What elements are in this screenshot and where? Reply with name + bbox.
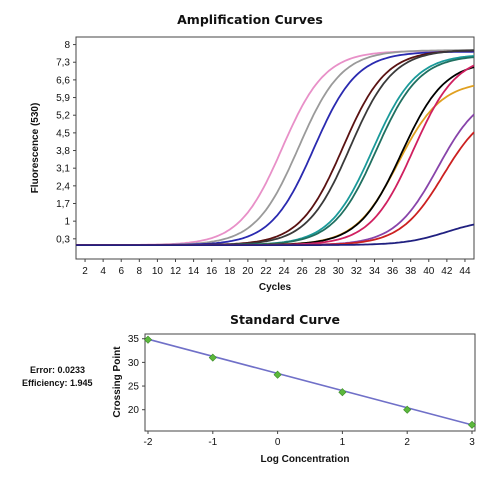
amp-x-tick-label: 34 [369, 266, 381, 277]
amplification-curves [76, 49, 475, 247]
standard-curve-title: Standard Curve [230, 312, 340, 327]
amp-x-tick-label: 32 [351, 266, 363, 277]
amp-y-tick-label: 5,9 [56, 93, 70, 104]
amplification-x-label: Cycles [259, 282, 292, 293]
standard-point-2 [208, 353, 217, 362]
amp-y-tick-label: 3,8 [56, 146, 70, 157]
standard-curve-plot-frame [144, 333, 476, 432]
standard-curve-x-label: Log Concentration [261, 454, 350, 465]
amplification-y-axis: 8 7,3 6,6 5,9 5,2 4,5 3,8 3,1 2,4 1,7 1 0,3 [56, 40, 76, 245]
amp-x-tick-label: 16 [206, 266, 218, 277]
amp-y-tick-label: 5,2 [56, 111, 70, 122]
amp-x-tick-label: 44 [459, 266, 471, 277]
amplification-plot-frame [75, 36, 475, 260]
std-x-tick-label: 2 [404, 437, 410, 448]
amp-y-tick-label: 6,6 [56, 75, 70, 86]
standard-curve-x-axis: -2 -1 0 1 2 3 [144, 431, 475, 448]
standard-point-6 [467, 420, 477, 429]
amp-x-tick-label: 38 [405, 266, 417, 277]
amp-x-tick-label: 40 [423, 266, 435, 277]
amp-x-tick-label: 8 [137, 266, 143, 277]
amp-y-tick-label: 3,1 [56, 164, 70, 175]
std-x-tick-label: -1 [208, 437, 217, 448]
amplification-x-axis: 2 4 6 8 10 12 14 16 18 20 22 24 26 28 30 32 34 36 38 40 42 44 [82, 259, 471, 277]
amp-y-tick-label: 4,5 [56, 128, 70, 139]
standard-curve-fit-line [147, 338, 473, 426]
amp-x-tick-label: 20 [242, 266, 254, 277]
amp-x-tick-label: 12 [170, 266, 182, 277]
std-y-tick-label: 30 [128, 358, 140, 369]
amp-x-tick-label: 10 [152, 266, 164, 277]
amplification-curve-13 [76, 223, 475, 247]
amp-y-tick-label: 0,3 [56, 234, 70, 245]
amplification-title: Amplification Curves [177, 12, 323, 27]
amp-x-tick-label: 26 [297, 266, 309, 277]
standard-curve-y-label: Crossing Point [112, 346, 123, 418]
amp-x-tick-label: 4 [100, 266, 106, 277]
amp-y-tick-label: 7,3 [56, 58, 70, 69]
amp-x-tick-label: 22 [260, 266, 272, 277]
amp-y-tick-label: 1,7 [56, 199, 70, 210]
efficiency-stat: Efficiency: 1.945 [22, 378, 93, 388]
standard-point-3 [273, 370, 282, 379]
std-x-tick-label: -2 [144, 437, 153, 448]
amp-x-tick-label: 6 [118, 266, 124, 277]
std-x-tick-label: 3 [469, 437, 475, 448]
amp-x-tick-label: 28 [315, 266, 327, 277]
standard-point-4 [338, 388, 347, 397]
standard-curve-y-axis: 35 30 25 20 [128, 334, 145, 416]
amp-x-tick-label: 14 [188, 266, 200, 277]
amp-x-tick-label: 2 [82, 266, 88, 277]
error-stat: Error: 0.0233 [30, 365, 85, 375]
standard-point-5 [403, 405, 412, 414]
std-y-tick-label: 20 [128, 405, 140, 416]
std-x-tick-label: 1 [340, 437, 346, 448]
amp-x-tick-label: 18 [224, 266, 236, 277]
amp-x-tick-label: 30 [333, 266, 345, 277]
amp-x-tick-label: 36 [387, 266, 399, 277]
amplification-y-label: Fluorescence (530) [30, 103, 41, 194]
amp-x-tick-label: 24 [278, 266, 290, 277]
standard-curve-marks [143, 335, 477, 429]
std-y-tick-label: 35 [128, 334, 140, 345]
amp-y-tick-label: 8 [64, 40, 70, 51]
amp-y-tick-label: 2,4 [56, 181, 70, 192]
amp-x-tick-label: 42 [441, 266, 453, 277]
standard-point-1 [143, 335, 153, 344]
std-x-tick-label: 0 [275, 437, 281, 448]
amp-y-tick-label: 1 [64, 217, 70, 228]
std-y-tick-label: 25 [128, 382, 140, 393]
